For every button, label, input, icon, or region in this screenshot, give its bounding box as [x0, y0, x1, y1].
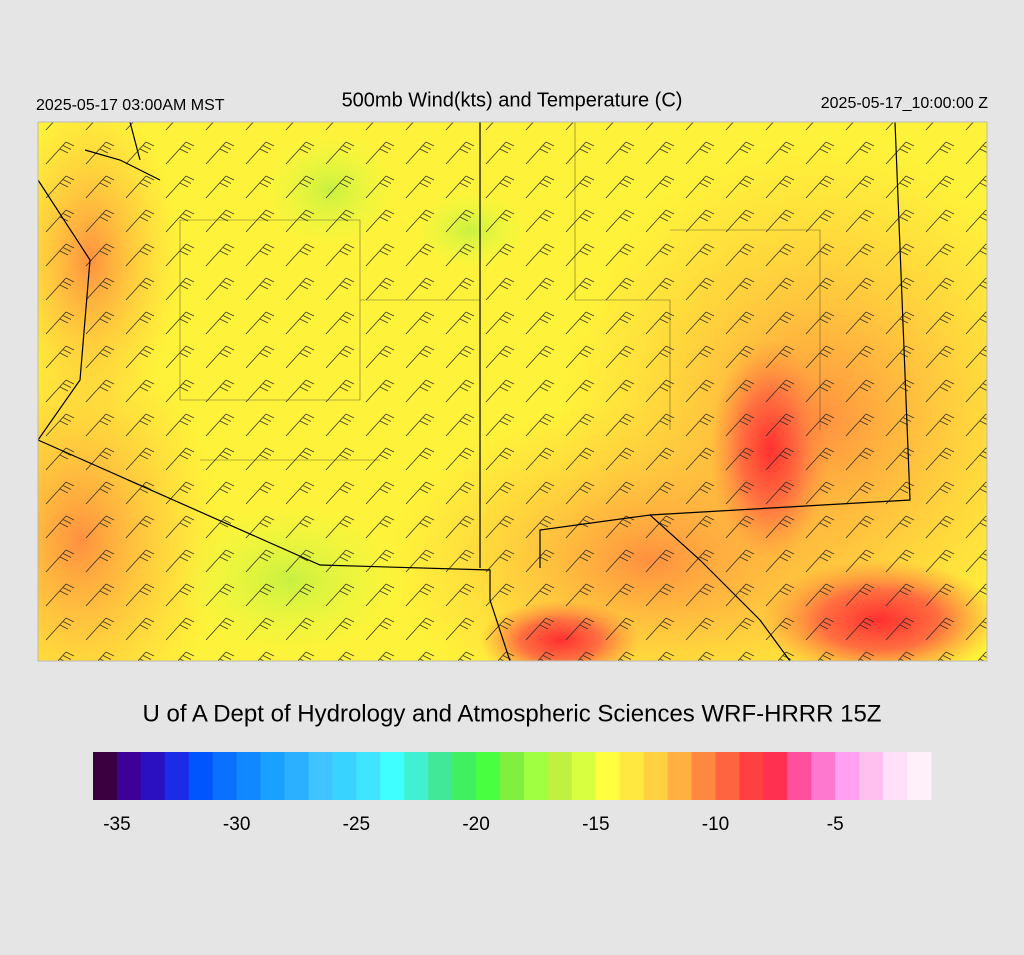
- colorbar: -35 -30 -25 -20 -15 -10 -5: [93, 752, 932, 835]
- color-swatch: [523, 752, 549, 800]
- colorbar-tick-label: -35: [103, 814, 130, 835]
- colorbar-tick-label: -10: [702, 814, 729, 835]
- colorbar-tick-label: -15: [582, 814, 609, 835]
- color-swatch: [308, 752, 333, 800]
- color-swatch: [739, 752, 764, 800]
- colorbar-tick-label: -5: [827, 814, 844, 835]
- color-swatch: [428, 752, 453, 800]
- color-swatch: [116, 752, 142, 800]
- color-swatch: [595, 752, 621, 800]
- colorbar-tick-label: -20: [462, 814, 489, 835]
- color-swatch: [404, 752, 429, 800]
- color-swatch: [883, 752, 908, 800]
- color-swatch: [787, 752, 812, 800]
- color-swatch: [715, 752, 740, 800]
- color-swatch: [643, 752, 669, 800]
- map-frame: [37, 121, 988, 662]
- color-swatch: [476, 752, 501, 800]
- color-swatch: [667, 752, 693, 800]
- color-swatch: [236, 752, 262, 800]
- color-swatch: [212, 752, 238, 800]
- color-swatch: [811, 752, 836, 800]
- color-swatch: [188, 752, 214, 800]
- color-swatch: [140, 752, 166, 800]
- color-swatch: [93, 752, 118, 800]
- map-title: 500mb Wind(kts) and Temperature (C): [342, 89, 683, 111]
- color-swatch: [835, 752, 860, 800]
- color-swatch: [907, 752, 932, 800]
- color-swatch: [260, 752, 286, 800]
- color-swatch: [547, 752, 573, 800]
- color-swatch: [691, 752, 717, 800]
- color-swatch: [284, 752, 309, 800]
- color-swatch: [859, 752, 884, 800]
- colorbar-tick-label: -30: [223, 814, 250, 835]
- valid-local: 2025-05-17 03:00AM MST: [36, 97, 225, 114]
- color-swatch: [164, 752, 190, 800]
- colorbar-tick-label: -25: [343, 814, 370, 835]
- color-swatch: [332, 752, 357, 800]
- color-swatch: [500, 752, 525, 800]
- color-swatch: [452, 752, 477, 800]
- color-swatch: [571, 752, 597, 800]
- color-swatch: [619, 752, 645, 800]
- credit: U of A Dept of Hydrology and Atmospheric…: [143, 700, 882, 727]
- valid-utc: 2025-05-17_10:00:00 Z: [821, 95, 988, 112]
- color-swatch: [763, 752, 788, 800]
- map: [38, 122, 987, 661]
- color-swatch: [356, 752, 381, 800]
- color-swatch: [380, 752, 405, 800]
